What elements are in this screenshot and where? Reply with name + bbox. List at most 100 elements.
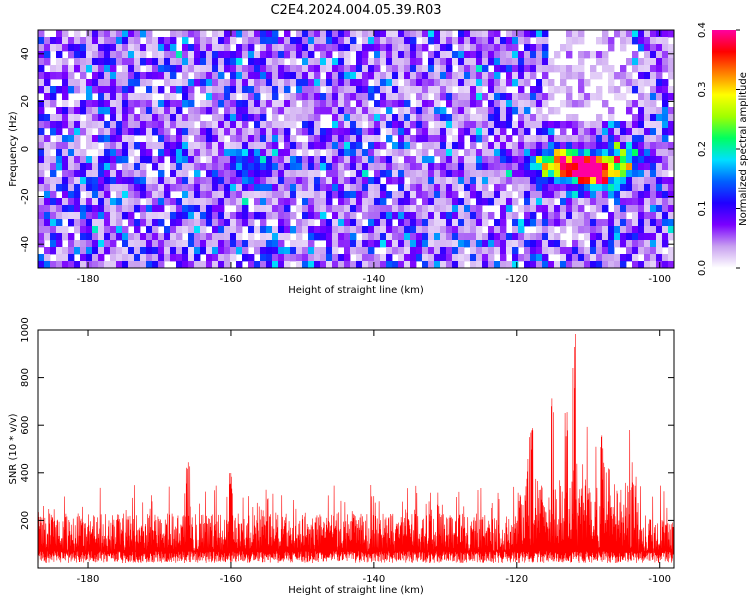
heatmap-cell: [356, 205, 363, 213]
heatmap-cell: [74, 44, 81, 52]
heatmap-cell: [122, 163, 129, 171]
heatmap-cell: [290, 121, 297, 129]
heatmap-cell: [188, 79, 195, 87]
heatmap-cell: [386, 233, 393, 241]
heatmap-cell: [638, 128, 645, 136]
heatmap-cell: [380, 44, 387, 52]
heatmap-cell: [434, 79, 441, 87]
heatmap-cell: [80, 72, 87, 80]
heatmap-cell: [236, 135, 243, 143]
heatmap-cell: [650, 240, 657, 248]
heatmap-cell: [62, 198, 69, 206]
heatmap-cell: [380, 51, 387, 59]
heatmap-cell: [416, 170, 423, 178]
heatmap-cell: [92, 191, 99, 199]
heatmap-cell: [494, 156, 501, 164]
heatmap-cell: [182, 240, 189, 248]
heatmap-cell: [614, 226, 621, 234]
heatmap-cell: [404, 79, 411, 87]
heatmap-cell: [470, 37, 477, 45]
heatmap-cell: [158, 51, 165, 59]
heatmap-cell: [272, 261, 279, 269]
heatmap-cell: [248, 184, 255, 192]
heatmap-cell: [284, 128, 291, 136]
heatmap-cell: [314, 170, 321, 178]
heatmap-cell: [302, 58, 309, 66]
colorbar-tick-label: 0.1: [697, 201, 708, 217]
heatmap-cell: [656, 240, 663, 248]
heatmap-cell: [44, 198, 51, 206]
heatmap-cell: [98, 37, 105, 45]
heatmap-cell: [140, 128, 147, 136]
heatmap-cell: [182, 86, 189, 94]
heatmap-cell: [260, 121, 267, 129]
heatmap-cell: [638, 177, 645, 185]
heatmap-cell: [506, 240, 513, 248]
heatmap-cell: [230, 121, 237, 129]
heatmap-cell: [302, 170, 309, 178]
heatmap-cell: [50, 240, 57, 248]
heatmap-cell: [644, 212, 651, 220]
heatmap-cell: [116, 219, 123, 227]
heatmap-cell: [62, 254, 69, 262]
heatmap-cell: [308, 142, 315, 150]
heatmap-cell: [266, 177, 273, 185]
heatmap-cell: [494, 170, 501, 178]
heatmap-cell: [338, 142, 345, 150]
heatmap-cell: [194, 163, 201, 171]
heatmap-cell: [362, 212, 369, 220]
heatmap-cell: [44, 205, 51, 213]
heatmap-cell: [140, 156, 147, 164]
heatmap-cell: [560, 170, 567, 178]
heatmap-cell: [368, 219, 375, 227]
heatmap-cell: [158, 170, 165, 178]
heatmap-cell: [650, 121, 657, 129]
heatmap-cell: [458, 114, 465, 122]
heatmap-cell: [392, 191, 399, 199]
heatmap-cell: [164, 212, 171, 220]
heatmap-cell: [194, 254, 201, 262]
heatmap-cell: [464, 72, 471, 80]
heatmap-cell: [410, 177, 417, 185]
heatmap-cell: [122, 121, 129, 129]
heatmap-cell: [278, 177, 285, 185]
heatmap-cell: [200, 177, 207, 185]
heatmap-cell: [638, 219, 645, 227]
heatmap-cell: [584, 184, 591, 192]
heatmap-cell: [74, 128, 81, 136]
heatmap-cell: [656, 149, 663, 157]
heatmap-cell: [110, 93, 117, 101]
heatmap-cell: [404, 163, 411, 171]
heatmap-cell: [38, 51, 45, 59]
heatmap-cell: [284, 233, 291, 241]
heatmap-cell: [134, 177, 141, 185]
heatmap-cell: [230, 226, 237, 234]
heatmap-cell: [200, 261, 207, 269]
heatmap-cell: [236, 163, 243, 171]
heatmap-cell: [368, 233, 375, 241]
heatmap-cell: [524, 114, 531, 122]
heatmap-cell: [536, 100, 543, 108]
heatmap-cell: [236, 177, 243, 185]
heatmap-cell: [488, 93, 495, 101]
heatmap-cell: [578, 226, 585, 234]
heatmap-cell: [86, 51, 93, 59]
heatmap-cell: [386, 212, 393, 220]
heatmap-cell: [362, 247, 369, 255]
heatmap-cell: [506, 247, 513, 255]
heatmap-cell: [446, 142, 453, 150]
heatmap-cell: [236, 233, 243, 241]
heatmap-cell: [80, 184, 87, 192]
heatmap-cell: [272, 121, 279, 129]
heatmap-cell: [284, 72, 291, 80]
heatmap-cell: [116, 198, 123, 206]
heatmap-cell: [50, 121, 57, 129]
heatmap-cell: [86, 163, 93, 171]
heatmap-cell: [422, 128, 429, 136]
heatmap-cell: [80, 205, 87, 213]
heatmap-cell: [368, 142, 375, 150]
heatmap-cell: [314, 128, 321, 136]
heatmap-cell: [260, 184, 267, 192]
heatmap-cell: [356, 114, 363, 122]
heatmap-cell: [188, 58, 195, 66]
